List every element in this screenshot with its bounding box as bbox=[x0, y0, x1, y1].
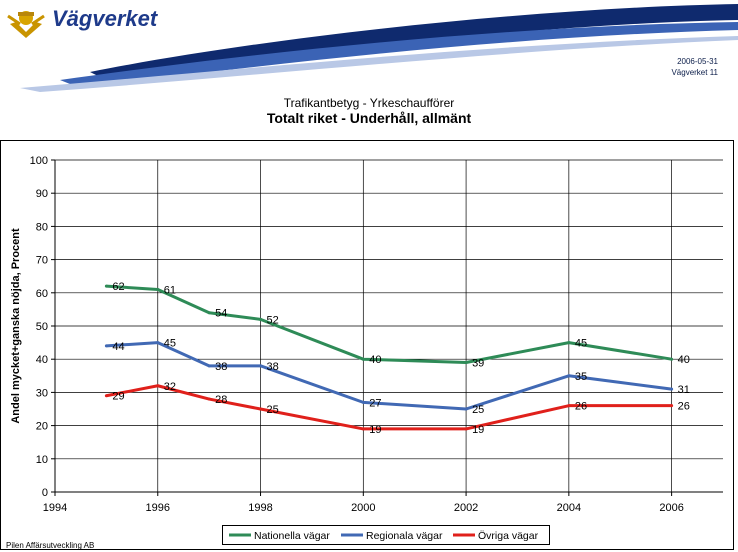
data-label: 62 bbox=[112, 281, 124, 293]
data-point bbox=[104, 394, 108, 398]
y-tick-label: 90 bbox=[36, 188, 48, 200]
chart-subtitle: Totalt riket - Underhåll, allmänt bbox=[266, 110, 472, 126]
data-label: 44 bbox=[112, 341, 124, 353]
footer-credit: Pilen Affärsutveckling AB bbox=[6, 541, 95, 550]
legend-label: Regionala vägar bbox=[366, 530, 443, 542]
data-label: 25 bbox=[267, 404, 279, 416]
x-tick-label: 2004 bbox=[557, 502, 581, 514]
x-tick-label: 2000 bbox=[351, 502, 375, 514]
x-tick-label: 1998 bbox=[248, 502, 272, 514]
data-point bbox=[207, 364, 211, 368]
data-point bbox=[670, 387, 674, 391]
brand-logo-text: Vägverket bbox=[52, 6, 158, 31]
data-label: 54 bbox=[215, 308, 227, 320]
data-label: 38 bbox=[267, 361, 279, 373]
x-tick-label: 2006 bbox=[659, 502, 683, 514]
header-swoosh bbox=[20, 4, 738, 92]
data-label: 39 bbox=[472, 358, 484, 370]
y-tick-label: 10 bbox=[36, 454, 48, 466]
data-point bbox=[670, 404, 674, 408]
legend: Nationella vägar Regionala vägar Övriga vä… bbox=[222, 525, 550, 545]
data-point bbox=[361, 400, 365, 404]
data-label: 52 bbox=[267, 314, 279, 326]
header-meta: 2006-05-31 Vägverket 11 bbox=[671, 56, 718, 78]
data-label: 28 bbox=[215, 394, 227, 406]
data-point bbox=[156, 384, 160, 388]
legend-label: Nationella vägar bbox=[254, 530, 330, 542]
y-axis-label: Andel mycket+ganska nöjda, Procent bbox=[10, 228, 22, 424]
data-label: 35 bbox=[575, 371, 587, 383]
y-tick-label: 100 bbox=[30, 155, 48, 167]
chart-title: Trafikantbetyg - Yrkeschaufförer bbox=[283, 96, 455, 110]
data-point bbox=[156, 341, 160, 345]
data-point bbox=[259, 407, 263, 411]
line-chart: 0 10 20 30 40 50 60 70 80 90 100 1994 1996 1998 2000 20… bbox=[10, 155, 723, 514]
y-tick-label: 70 bbox=[36, 255, 48, 267]
data-label: 45 bbox=[164, 338, 176, 350]
data-point bbox=[259, 317, 263, 321]
data-point bbox=[567, 404, 571, 408]
data-label: 29 bbox=[112, 391, 124, 403]
y-tick-label: 30 bbox=[36, 387, 48, 399]
series-line-3 bbox=[106, 384, 672, 431]
data-point bbox=[207, 397, 211, 401]
header: Vägverket 2006-05-31 Vägverket 11 bbox=[0, 0, 738, 92]
chart-frame: 0 10 20 30 40 50 60 70 80 90 100 1994 1996 1998 2000 20… bbox=[0, 140, 734, 550]
y-tick-label: 60 bbox=[36, 288, 48, 300]
data-label: 61 bbox=[164, 284, 176, 296]
y-tick-label: 20 bbox=[36, 421, 48, 433]
data-label: 38 bbox=[215, 361, 227, 373]
data-point bbox=[104, 284, 108, 288]
series-line-1 bbox=[106, 284, 672, 365]
data-label: 40 bbox=[369, 354, 381, 366]
data-point bbox=[464, 427, 468, 431]
data-point bbox=[670, 357, 674, 361]
header-page: Vägverket 11 bbox=[671, 68, 718, 77]
data-point bbox=[464, 407, 468, 411]
data-label: 32 bbox=[164, 381, 176, 393]
y-tick-label: 40 bbox=[36, 354, 48, 366]
data-point bbox=[104, 344, 108, 348]
data-point bbox=[464, 361, 468, 365]
data-point bbox=[567, 374, 571, 378]
x-tick-label: 2002 bbox=[454, 502, 478, 514]
data-label: 26 bbox=[575, 401, 587, 413]
y-tick-label: 50 bbox=[36, 321, 48, 333]
data-label: 25 bbox=[472, 404, 484, 416]
x-tick-label: 1994 bbox=[43, 502, 67, 514]
series-line-2 bbox=[106, 341, 672, 411]
crown-crest-icon bbox=[7, 11, 45, 38]
data-label: 26 bbox=[678, 401, 690, 413]
data-label: 19 bbox=[369, 424, 381, 436]
data-label: 45 bbox=[575, 338, 587, 350]
data-point bbox=[156, 287, 160, 291]
data-point bbox=[361, 357, 365, 361]
legend-items: Nationella vägar Regionala vägar Övriga vä… bbox=[229, 530, 539, 542]
data-label: 40 bbox=[678, 354, 690, 366]
data-label: 31 bbox=[678, 384, 690, 396]
y-tick-label: 0 bbox=[42, 487, 48, 499]
data-label: 27 bbox=[369, 397, 381, 409]
x-tick-label: 1996 bbox=[146, 502, 170, 514]
data-label: 19 bbox=[472, 424, 484, 436]
data-point bbox=[207, 311, 211, 315]
data-point bbox=[361, 427, 365, 431]
data-point bbox=[567, 341, 571, 345]
header-date: 2006-05-31 bbox=[677, 57, 718, 66]
data-point bbox=[259, 364, 263, 368]
legend-label: Övriga vägar bbox=[478, 530, 539, 542]
y-tick-label: 80 bbox=[36, 221, 48, 233]
